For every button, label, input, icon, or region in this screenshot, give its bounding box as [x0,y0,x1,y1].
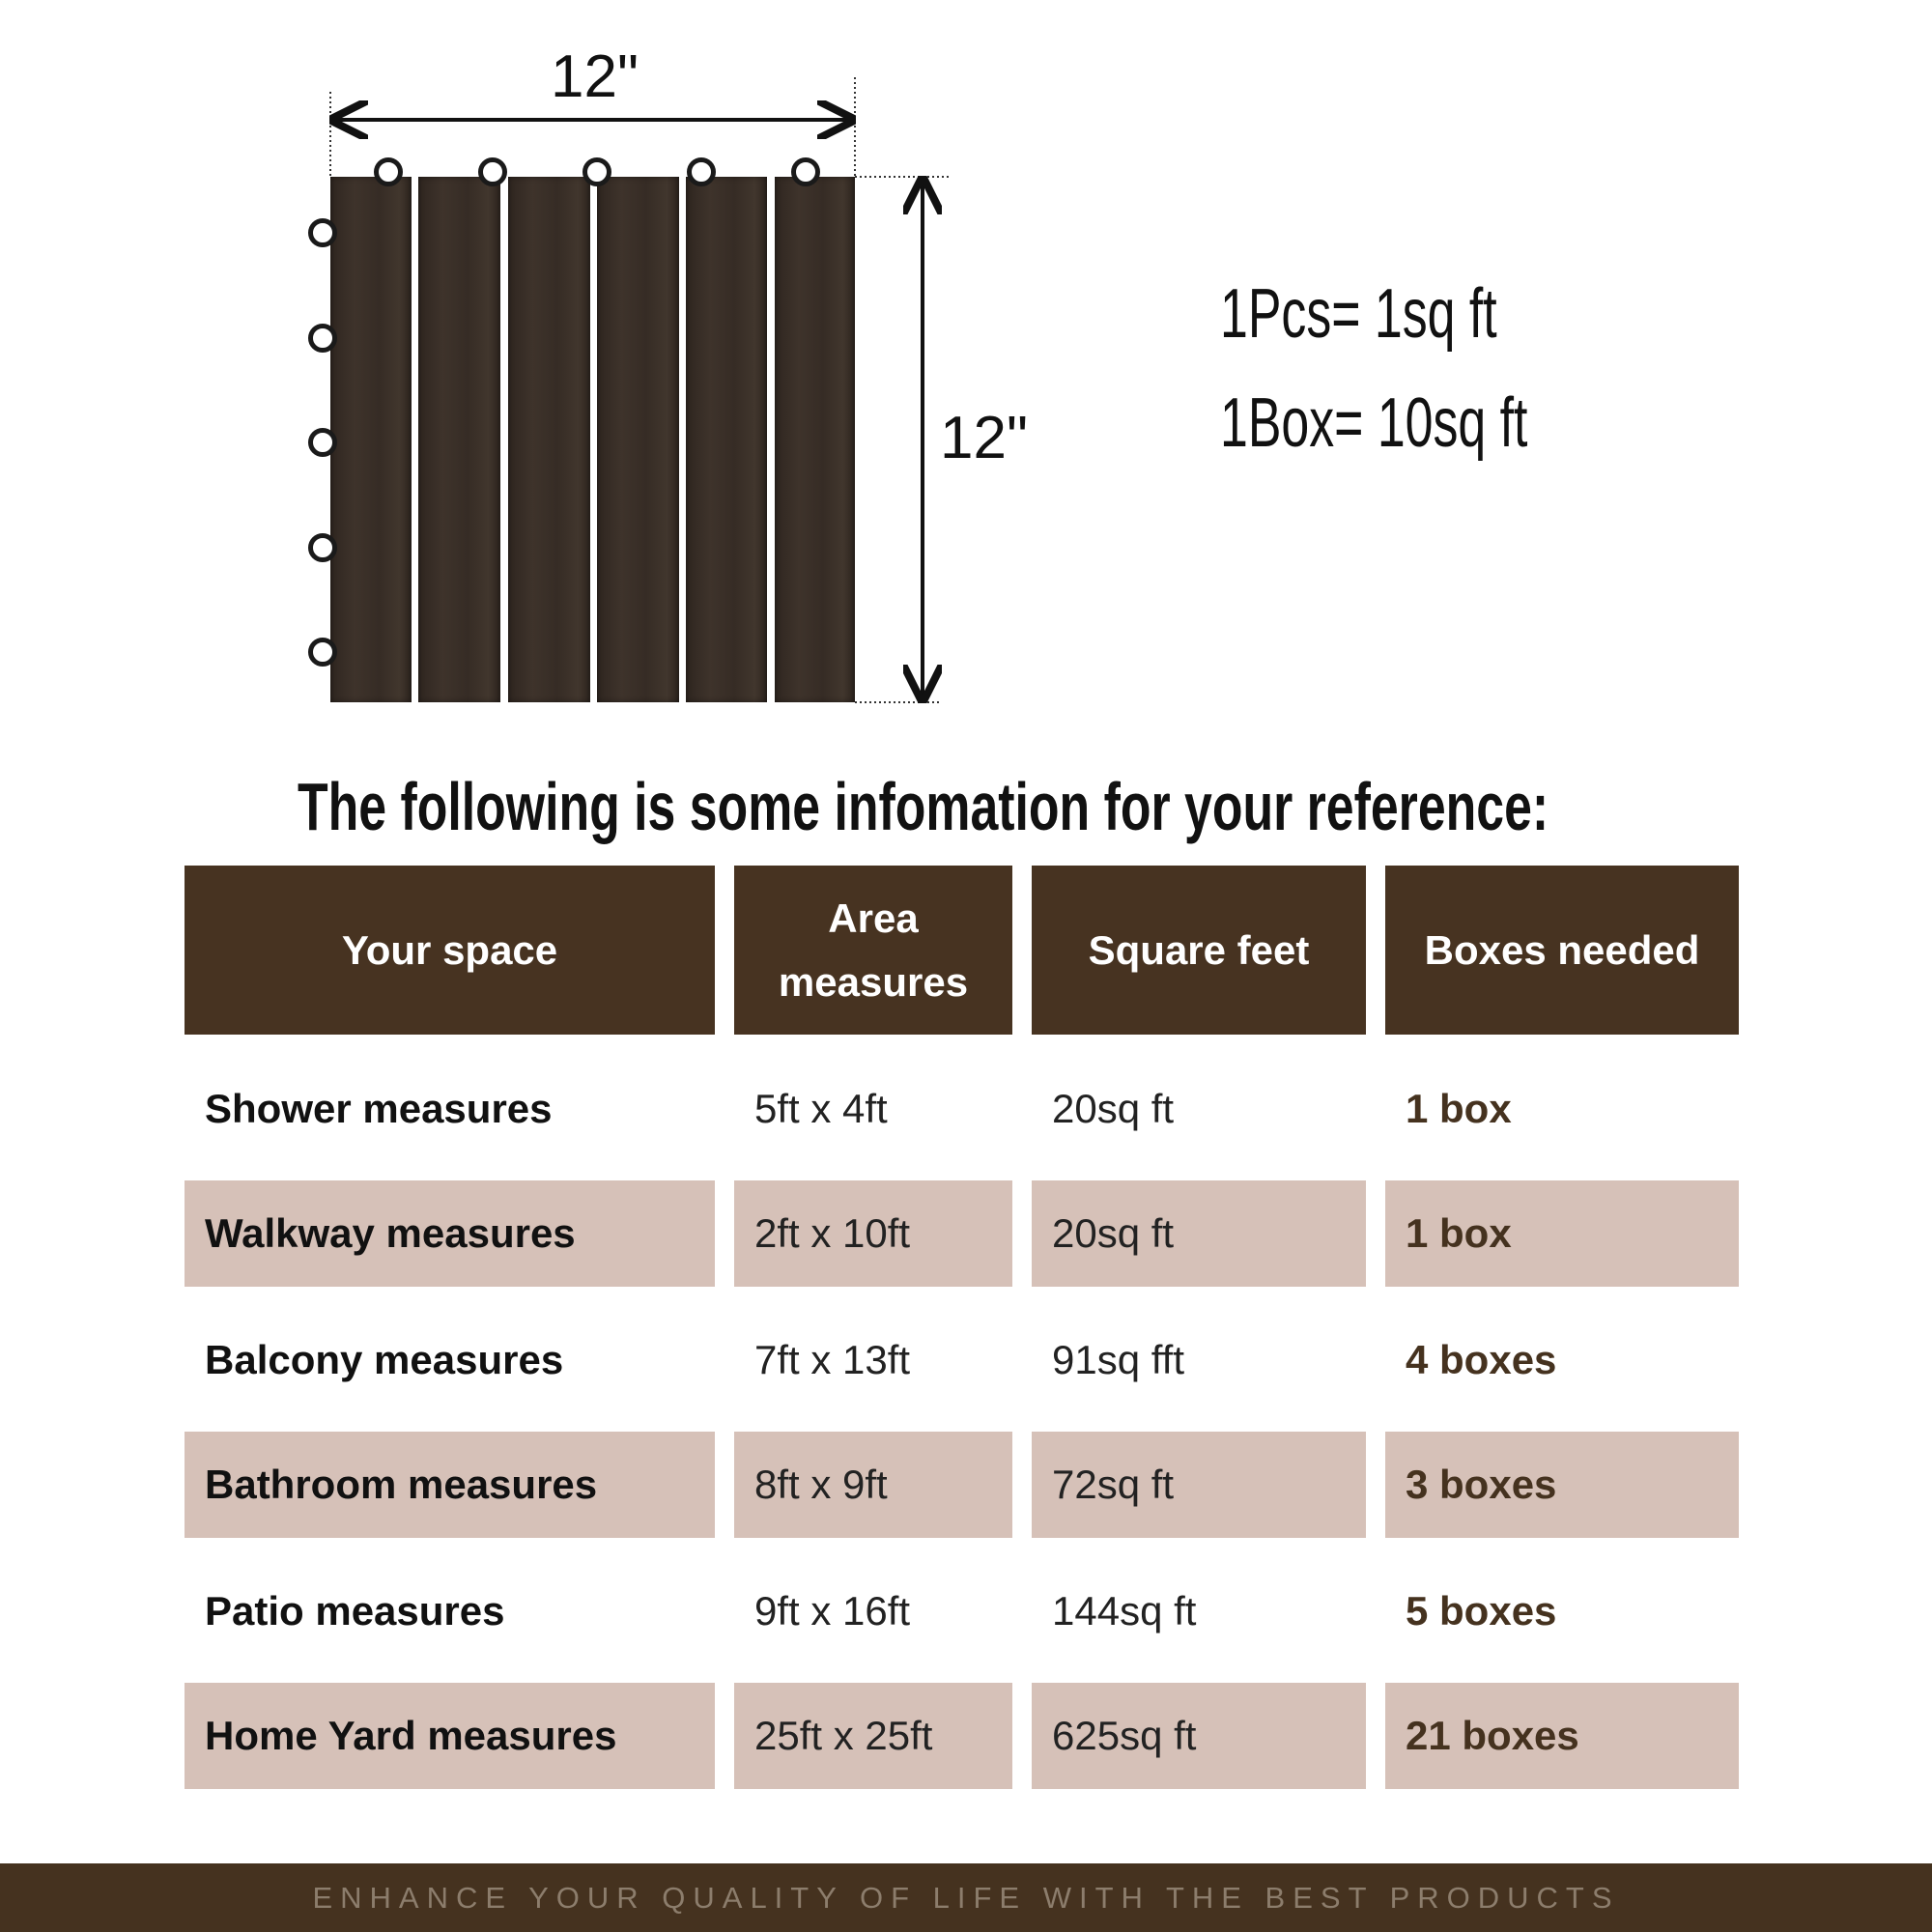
boxes-cell: 21 boxes [1385,1683,1739,1789]
boxes-cell: 1 box [1385,1180,1739,1287]
height-label: 12" [940,405,1028,471]
column-header-your-space: Your space [185,866,715,1035]
space-cell: Shower measures [205,1086,553,1131]
plank [686,177,767,702]
area-cell: 25ft x 25ft [734,1683,1012,1789]
sqft-cell: 91sq fft [1052,1337,1184,1382]
area-cell: 7ft x 13ft [754,1337,911,1382]
space-cell: Patio measures [205,1588,505,1634]
per-piece-spec: 1Pcs= 1sq ft [1220,275,1497,353]
footer-banner: ENHANCE YOUR QUALITY OF LIFE WITH THE BE… [0,1863,1932,1932]
sqft-cell: 72sq ft [1032,1432,1366,1538]
width-label: 12" [551,43,639,110]
clip-icon [374,157,403,186]
dimension-lines [329,77,952,703]
sqft-cell: 144sq ft [1052,1588,1197,1634]
page-title: The following is some infomation for you… [298,769,1549,844]
clip-icon [308,428,337,457]
clip-icon [582,157,611,186]
space-cell: Walkway measures [185,1180,715,1287]
space-cell: Bathroom measures [185,1432,715,1538]
footer-tagline: ENHANCE YOUR QUALITY OF LIFE WITH THE BE… [312,1880,1620,1915]
clip-icon [308,533,337,562]
area-cell: 9ft x 16ft [754,1588,911,1634]
sqft-cell: 20sq ft [1032,1180,1366,1287]
clip-icon [308,324,337,353]
boxes-cell: 1 box [1406,1086,1512,1131]
clip-icon [308,218,337,247]
boxes-cell: 4 boxes [1406,1337,1557,1382]
plank [775,177,855,702]
boxes-cell: 5 boxes [1406,1588,1557,1634]
sqft-cell: 20sq ft [1052,1086,1175,1131]
space-cell: Balcony measures [205,1337,564,1382]
column-header-square-feet: Square feet [1032,866,1366,1035]
plank [418,177,500,702]
clip-icon [791,157,820,186]
plank [597,177,679,702]
column-header-area-measures: Area measures [734,866,1012,1035]
area-cell: 2ft x 10ft [734,1180,1012,1287]
plank [330,177,412,702]
clip-icon [478,157,507,186]
clip-icon [308,638,337,667]
clip-icon [687,157,716,186]
plank [508,177,590,702]
column-header-boxes-needed: Boxes needed [1385,866,1739,1035]
boxes-cell: 3 boxes [1385,1432,1739,1538]
sqft-cell: 625sq ft [1032,1683,1366,1789]
area-cell: 5ft x 4ft [754,1086,888,1131]
area-cell: 8ft x 9ft [734,1432,1012,1538]
per-box-spec: 1Box= 10sq ft [1220,384,1528,462]
space-cell: Home Yard measures [185,1683,715,1789]
